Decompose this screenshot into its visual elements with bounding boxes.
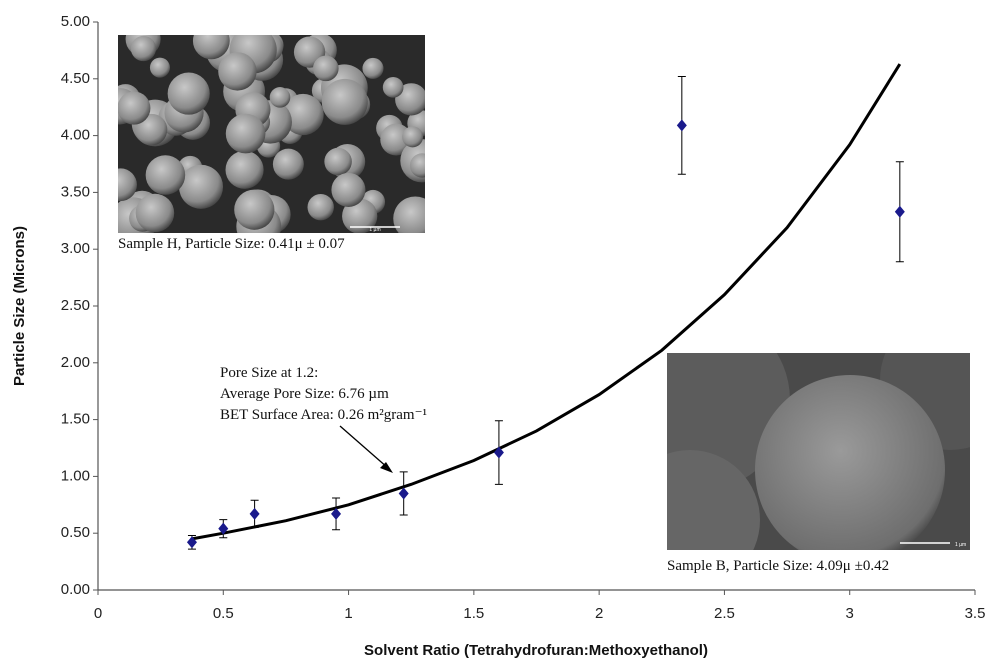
sem-grain xyxy=(402,126,423,147)
sem-grain xyxy=(150,58,170,78)
x-tick-label: 3 xyxy=(846,605,854,622)
sem-grain xyxy=(308,194,334,220)
annotation-arrow xyxy=(340,426,388,468)
inset-caption: Sample H, Particle Size: 0.41μ ± 0.07 xyxy=(118,236,345,252)
y-tick-label: 0.00 xyxy=(61,581,90,598)
sem-grain xyxy=(234,190,274,230)
data-point xyxy=(677,119,687,131)
inset-caption: Sample B, Particle Size: 4.09μ ±0.42 xyxy=(667,558,889,574)
sem-grain xyxy=(131,36,156,61)
y-tick-label: 4.50 xyxy=(61,70,90,87)
sem-grain xyxy=(313,56,339,82)
sem-grain xyxy=(410,153,434,177)
y-tick-label: 4.00 xyxy=(61,127,90,144)
y-tick-label: 3.50 xyxy=(61,183,90,200)
sem-grain xyxy=(104,168,137,201)
scale-label: 1 µm xyxy=(369,227,380,233)
x-tick-label: 3.5 xyxy=(965,605,986,622)
sem-grain xyxy=(136,194,175,233)
x-axis-title: Solvent Ratio (Tetrahydrofuran:Methoxyet… xyxy=(364,642,708,659)
sem-image-b xyxy=(610,310,996,590)
annotation: Average Pore Size: 6.76 µm xyxy=(220,386,389,402)
sem-grain xyxy=(179,165,223,209)
data-point xyxy=(250,508,260,520)
sem-grain xyxy=(393,196,437,240)
sem-grain xyxy=(273,149,304,180)
y-tick-label: 2.50 xyxy=(61,297,90,314)
x-tick-label: 2 xyxy=(595,605,603,622)
sem-grain xyxy=(322,79,368,125)
sem-grain xyxy=(226,114,266,154)
y-axis-title: Particle Size (Microns) xyxy=(11,226,28,386)
chart: 1 µm 1 µm Sample H, Particle Size: 0.41μ… xyxy=(0,0,996,664)
y-tick-label: 5.00 xyxy=(61,13,90,30)
data-point xyxy=(895,206,905,218)
x-tick-label: 1.5 xyxy=(463,605,484,622)
sem-grain xyxy=(362,58,383,79)
y-tick-label: 2.00 xyxy=(61,354,90,371)
sem-grain xyxy=(218,52,256,90)
x-tick-label: 2.5 xyxy=(714,605,735,622)
y-tick-label: 1.00 xyxy=(61,467,90,484)
sem-image-h xyxy=(102,22,444,249)
sem-grain xyxy=(270,87,291,108)
annotation: Pore Size at 1.2: xyxy=(220,365,318,381)
sem-grain xyxy=(331,173,365,207)
sem-grain xyxy=(168,73,210,115)
y-tick-label: 0.50 xyxy=(61,524,90,541)
sem-grain xyxy=(226,151,264,189)
x-tick-label: 0.5 xyxy=(213,605,234,622)
x-tick-label: 0 xyxy=(94,605,102,622)
sem-grain xyxy=(324,148,352,176)
annotation-arrowhead xyxy=(380,462,393,473)
sem-grain xyxy=(146,155,186,195)
y-tick-label: 1.50 xyxy=(61,411,90,428)
sem-grain xyxy=(383,77,404,98)
x-tick-label: 1 xyxy=(344,605,352,622)
annotation: BET Surface Area: 0.26 m²gram⁻¹ xyxy=(220,407,427,423)
sem-grain xyxy=(117,92,150,125)
sem-grain xyxy=(193,22,230,59)
y-tick-label: 3.00 xyxy=(61,240,90,257)
scale-label: 1 µm xyxy=(955,542,966,548)
